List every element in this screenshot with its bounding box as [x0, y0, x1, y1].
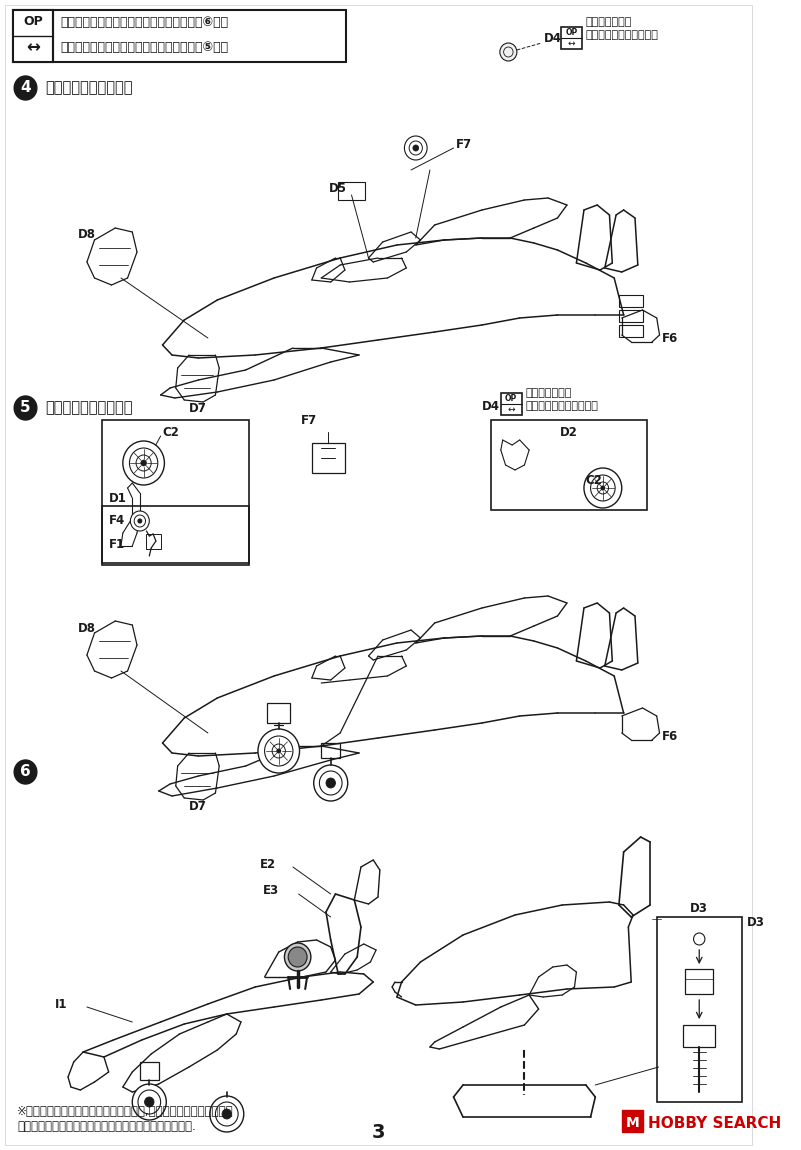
Text: D1: D1	[109, 491, 127, 505]
Circle shape	[123, 440, 164, 485]
Text: ↔: ↔	[568, 39, 575, 48]
Text: 4: 4	[20, 81, 30, 95]
Text: E2: E2	[260, 858, 276, 871]
Text: C2: C2	[586, 474, 602, 486]
Circle shape	[288, 946, 307, 967]
Circle shape	[14, 76, 37, 100]
Circle shape	[14, 396, 37, 420]
Bar	[268, 703, 290, 723]
Circle shape	[584, 468, 622, 508]
Text: ↔: ↔	[26, 38, 40, 56]
Circle shape	[258, 729, 300, 773]
Text: F7: F7	[300, 414, 316, 427]
Bar	[685, 969, 714, 994]
Text: D3: D3	[747, 915, 764, 928]
Text: OP: OP	[505, 394, 517, 402]
Bar	[562, 26, 582, 49]
Text: D4: D4	[482, 399, 500, 413]
Bar	[14, 10, 346, 62]
Circle shape	[210, 1096, 244, 1132]
Text: OP: OP	[23, 15, 43, 28]
Bar	[501, 393, 521, 415]
Text: D7: D7	[189, 799, 207, 813]
Circle shape	[138, 519, 142, 523]
Circle shape	[222, 1109, 231, 1119]
Bar	[619, 296, 642, 307]
Bar	[338, 182, 364, 200]
Bar	[14, 10, 53, 62]
Text: D3: D3	[690, 903, 708, 915]
Text: 脈カバーを開けた状態で組み立てる場合は⑥へ。: 脈カバーを開けた状態で組み立てる場合は⑥へ。	[60, 16, 228, 30]
Bar	[102, 420, 248, 565]
Circle shape	[144, 1097, 154, 1107]
Text: M: M	[626, 1116, 639, 1130]
Bar	[312, 443, 345, 473]
Bar	[140, 1061, 159, 1080]
Bar	[147, 534, 161, 549]
Text: 使用しません。: 使用しません。	[586, 17, 632, 26]
Bar	[622, 1110, 642, 1132]
Text: F6: F6	[662, 729, 678, 743]
Circle shape	[601, 486, 605, 490]
Text: 3: 3	[372, 1122, 385, 1142]
Text: 6: 6	[20, 765, 31, 780]
Text: 脈カバーを開けた状態: 脈カバーを開けた状態	[46, 400, 133, 415]
Text: OP: OP	[566, 28, 578, 37]
Text: 5: 5	[20, 400, 30, 415]
Text: F7: F7	[456, 138, 472, 152]
Text: D4: D4	[544, 32, 562, 46]
Bar	[657, 917, 742, 1102]
Text: 使用しません。: 使用しません。	[525, 388, 572, 398]
Text: スタンドを付ける場合は: スタンドを付ける場合は	[525, 401, 598, 411]
Circle shape	[132, 1084, 167, 1120]
Text: 脈カバーを閉じた状態で組み立てる場合は⑤へ。: 脈カバーを閉じた状態で組み立てる場合は⑤へ。	[60, 41, 228, 54]
Circle shape	[413, 145, 419, 151]
Circle shape	[277, 749, 280, 753]
Text: F6: F6	[662, 331, 678, 345]
Bar	[102, 506, 248, 564]
Bar	[683, 1025, 715, 1046]
Text: D2: D2	[559, 426, 578, 438]
Text: D5: D5	[329, 182, 347, 194]
Text: D7: D7	[189, 401, 207, 414]
Circle shape	[141, 460, 147, 466]
Circle shape	[405, 136, 427, 160]
Text: D8: D8	[78, 621, 95, 635]
Text: D8: D8	[78, 229, 95, 242]
Circle shape	[284, 943, 311, 971]
Circle shape	[500, 43, 517, 61]
Text: ※よりしっかりとパーツを組合わせたい,パーツの組合せがゆるいと
　感じた場合にはプラモデル用接着剤を使用して下さい.: ※よりしっかりとパーツを組合わせたい,パーツの組合せがゆるいと 感じた場合にはプ…	[17, 1105, 234, 1133]
Text: E3: E3	[263, 883, 279, 897]
Text: C2: C2	[163, 427, 179, 439]
Circle shape	[326, 779, 336, 788]
Text: 脈カバーを閉じた状態: 脈カバーを閉じた状態	[46, 81, 133, 95]
Circle shape	[14, 760, 37, 784]
Circle shape	[694, 933, 705, 945]
Bar	[491, 420, 647, 509]
Text: ↔: ↔	[508, 405, 515, 414]
Text: F4: F4	[109, 514, 125, 528]
Text: I1: I1	[54, 997, 67, 1011]
Bar	[619, 310, 642, 322]
Text: F1: F1	[109, 537, 125, 551]
Circle shape	[314, 765, 348, 802]
Text: HOBBY SEARCH: HOBBY SEARCH	[648, 1116, 782, 1130]
Bar	[619, 325, 642, 337]
Text: スタンドを付ける場合は: スタンドを付ける場合は	[586, 30, 658, 40]
Bar	[321, 743, 340, 758]
Circle shape	[131, 511, 149, 531]
